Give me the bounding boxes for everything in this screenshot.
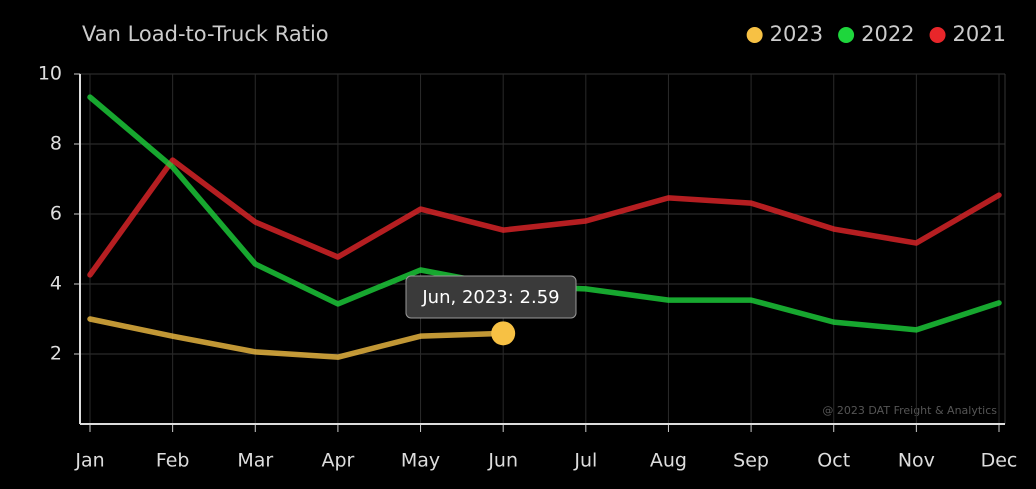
x-tick-label: Jul xyxy=(573,450,597,472)
x-tick-label: Nov xyxy=(898,450,935,472)
x-tick-label: Aug xyxy=(650,450,687,472)
x-tick-label: Sep xyxy=(733,450,769,472)
y-tick-label: 2 xyxy=(50,343,62,365)
x-tick-label: Jun xyxy=(487,450,518,472)
x-tick-label: Oct xyxy=(817,450,850,472)
x-tick-label: Apr xyxy=(321,450,354,472)
hover-point xyxy=(491,321,516,346)
tooltip-box xyxy=(405,275,577,319)
tooltip-text: Jun, 2023: 2.59 xyxy=(421,287,559,308)
x-tick-label: Feb xyxy=(156,450,190,472)
series-line xyxy=(87,316,506,360)
y-tick-label: 6 xyxy=(50,203,62,225)
legend-label: 2021 xyxy=(953,22,1006,46)
legend-swatch xyxy=(838,27,855,43)
series-line xyxy=(87,157,1002,278)
x-tick-label: Dec xyxy=(981,450,1018,472)
legend-swatch xyxy=(746,27,763,43)
legend-swatch xyxy=(929,27,946,43)
watermark: @ 2023 DAT Freight & Analytics xyxy=(822,404,997,417)
x-tick-label: May xyxy=(401,450,440,472)
x-tick-label: Mar xyxy=(237,450,273,472)
chart-title: Van Load-to-Truck Ratio xyxy=(82,22,329,46)
y-tick-label: 8 xyxy=(50,133,62,155)
y-tick-label: 4 xyxy=(50,273,62,295)
x-tick-label: Jan xyxy=(74,450,104,472)
y-tick-label: 10 xyxy=(38,63,62,85)
legend-label: 2022 xyxy=(861,22,914,46)
legend-label: 2023 xyxy=(770,22,823,46)
